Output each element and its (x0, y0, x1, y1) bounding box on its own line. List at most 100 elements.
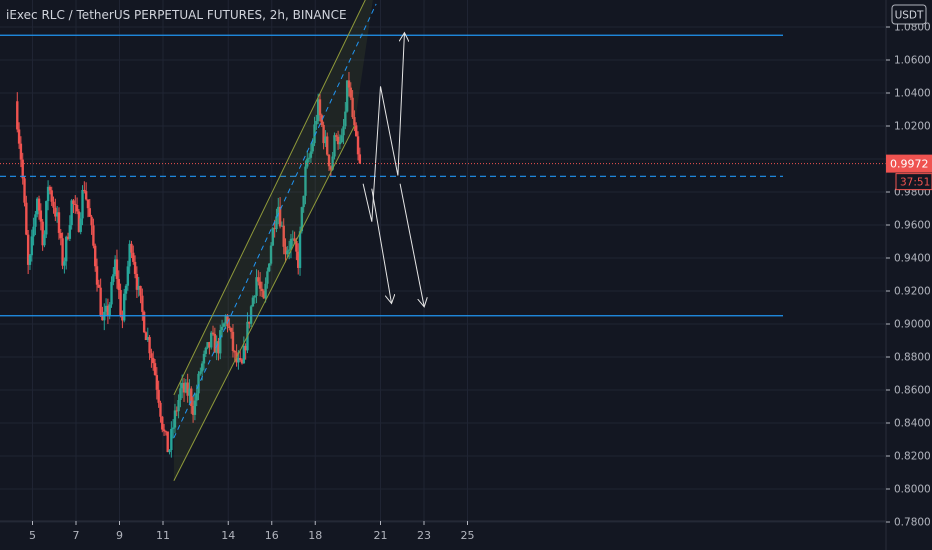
candle-body (148, 337, 151, 354)
candle-body (137, 285, 140, 290)
candle-body (324, 136, 327, 144)
channel-lower-line[interactable] (173, 125, 355, 481)
candle-body (275, 216, 278, 229)
candle-body (110, 281, 113, 305)
candle-body (77, 211, 81, 232)
candle-body (231, 331, 235, 352)
price-badge-label: 0.9972 (890, 158, 929, 171)
y-tick-label: 0.8600 (894, 385, 931, 397)
channel-upper-line[interactable] (173, 0, 376, 396)
y-tick-label: 1.0800 (894, 22, 931, 34)
channel-mid-line[interactable] (173, 3, 377, 439)
candle-body (173, 410, 177, 428)
candle-body (26, 234, 30, 265)
candle-body (315, 120, 318, 125)
candle-body (233, 351, 236, 353)
candle-body (30, 236, 33, 256)
candle-body (273, 228, 276, 230)
candle-body (124, 285, 128, 294)
candle-body (347, 80, 351, 88)
projection-arrow[interactable] (399, 183, 424, 306)
candle-body (50, 190, 53, 202)
candle-body (356, 136, 360, 155)
candle-body (353, 117, 356, 126)
candle-body (61, 238, 64, 266)
candle-body (202, 353, 206, 364)
candle-body (123, 293, 126, 321)
candle-body (188, 388, 191, 396)
candle-body (99, 287, 102, 316)
candle-body (130, 243, 133, 253)
projection-arrow[interactable] (362, 34, 404, 222)
candle-body (224, 316, 227, 324)
candle-body (161, 416, 164, 430)
candle-body (249, 306, 253, 324)
candle-body (66, 236, 70, 239)
candle-body (52, 201, 55, 208)
candle-body (45, 201, 48, 235)
price-badge (886, 154, 932, 173)
candle-body (326, 136, 329, 155)
x-tick-label: 7 (73, 529, 80, 542)
candle-body (211, 332, 215, 334)
candle-body (291, 238, 294, 240)
candle-body (153, 363, 157, 376)
candle-body (311, 143, 314, 152)
countdown-badge (895, 173, 932, 191)
candle-body (280, 225, 284, 227)
projection-arrow[interactable] (371, 188, 392, 303)
candle-body (316, 99, 320, 121)
candle-body (159, 402, 162, 417)
candle-body (345, 80, 349, 112)
candle-body (36, 198, 39, 215)
x-tick-label: 18 (308, 529, 322, 542)
candle-body (186, 382, 189, 396)
chart-title: iExec RLC / TetherUS PERPETUAL FUTURES, … (6, 8, 347, 22)
candle-body (121, 316, 124, 321)
candle-body (164, 431, 168, 433)
candle-body (74, 203, 77, 206)
y-tick-label: 0.8000 (894, 484, 931, 496)
candle-body (260, 288, 264, 292)
candle-body (266, 271, 269, 284)
x-tick-label: 25 (461, 529, 475, 542)
candle-body (171, 427, 175, 429)
candle-body (166, 431, 169, 453)
candle-body (208, 342, 211, 348)
candle-body (90, 216, 93, 226)
candle-body (313, 124, 316, 144)
y-tick-label: 0.7800 (894, 517, 931, 529)
candle-body (298, 231, 302, 268)
y-tick-label: 1.0200 (894, 121, 931, 133)
currency-label: USDT (895, 10, 924, 22)
y-tick-label: 0.9200 (894, 286, 931, 298)
candle-body (119, 290, 122, 317)
candle-body (95, 266, 99, 285)
candle-body (195, 393, 198, 401)
candle-body (204, 347, 207, 354)
candle-body (57, 212, 61, 233)
candle-body (81, 189, 84, 219)
currency-badge[interactable]: USDT (891, 4, 927, 25)
candle-body (92, 225, 95, 246)
candle-body (293, 238, 296, 241)
y-tick-label: 1.0400 (894, 88, 931, 100)
candle-body (133, 261, 137, 274)
candle-body (68, 225, 72, 239)
candle-body (79, 218, 82, 232)
x-tick-label: 9 (116, 529, 123, 542)
candle-body (97, 284, 101, 288)
candle-body (54, 207, 57, 217)
candle-body (190, 388, 193, 406)
candle-body (336, 136, 340, 145)
candle-body (289, 238, 293, 250)
candle-body (135, 273, 139, 290)
candle-body (264, 283, 267, 299)
candle-body (179, 388, 182, 401)
candle-body (253, 295, 256, 298)
candle-body (32, 226, 35, 237)
candle-body (262, 291, 265, 299)
y-tick-label: 0.8800 (894, 352, 931, 364)
